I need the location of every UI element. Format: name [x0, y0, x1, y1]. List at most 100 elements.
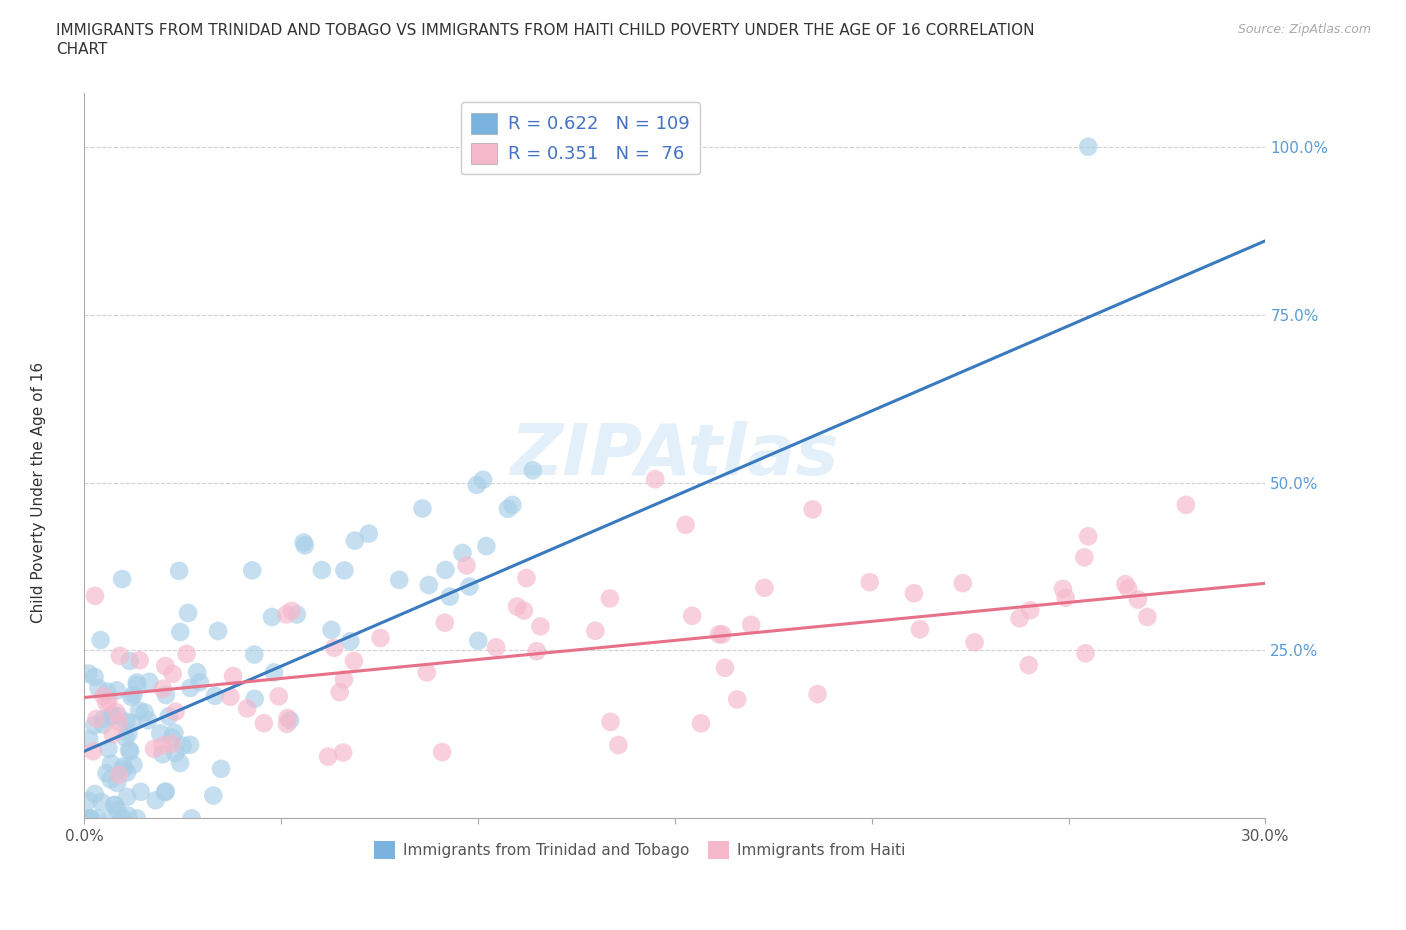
Point	[434, 563, 457, 578]
Point	[952, 576, 974, 591]
Point	[90, 794, 112, 809]
Point	[807, 686, 830, 701]
Point	[118, 654, 141, 669]
Point	[105, 705, 128, 720]
Point	[456, 558, 478, 573]
Point	[80, 811, 103, 826]
Point	[82, 744, 104, 759]
Point	[1077, 529, 1099, 544]
Point	[83, 718, 105, 733]
Point	[84, 589, 107, 604]
Point	[128, 653, 150, 668]
Point	[526, 644, 548, 658]
Point	[263, 665, 285, 680]
Point	[96, 696, 118, 711]
Point	[180, 811, 202, 826]
Point	[115, 714, 138, 729]
Point	[1008, 611, 1031, 626]
Point	[157, 709, 180, 724]
Point	[97, 741, 120, 756]
Point	[1126, 592, 1149, 607]
Point	[152, 682, 174, 697]
Point	[859, 575, 882, 590]
Point	[332, 745, 354, 760]
Text: CHART: CHART	[56, 42, 108, 57]
Point	[311, 563, 333, 578]
Point	[77, 732, 100, 747]
Point	[120, 744, 142, 759]
Point	[143, 741, 166, 756]
Point	[343, 654, 366, 669]
Point	[103, 798, 125, 813]
Point	[155, 687, 177, 702]
Point	[125, 678, 148, 693]
Point	[506, 599, 529, 614]
Point	[121, 690, 143, 705]
Point	[112, 759, 135, 774]
Text: Source: ZipAtlas.com: Source: ZipAtlas.com	[1237, 23, 1371, 36]
Point	[219, 689, 242, 704]
Point	[83, 670, 105, 684]
Point	[253, 716, 276, 731]
Point	[96, 765, 118, 780]
Point	[204, 688, 226, 703]
Point	[118, 742, 141, 757]
Point	[1054, 591, 1077, 605]
Point	[475, 538, 498, 553]
Point	[243, 691, 266, 706]
Point	[160, 730, 183, 745]
Point	[903, 586, 925, 601]
Point	[243, 647, 266, 662]
Point	[485, 640, 508, 655]
Point	[125, 811, 148, 826]
Text: IMMIGRANTS FROM TRINIDAD AND TOBAGO VS IMMIGRANTS FROM HAITI CHILD POVERTY UNDER: IMMIGRANTS FROM TRINIDAD AND TOBAGO VS I…	[56, 23, 1035, 38]
Point	[599, 714, 621, 729]
Point	[155, 658, 177, 673]
Point	[707, 627, 730, 642]
Point	[115, 765, 138, 780]
Point	[93, 688, 115, 703]
Point	[522, 463, 544, 478]
Point	[97, 694, 120, 709]
Point	[121, 715, 143, 730]
Point	[114, 730, 136, 745]
Point	[1074, 645, 1097, 660]
Point	[77, 811, 100, 826]
Point	[418, 578, 440, 592]
Point	[162, 667, 184, 682]
Point	[96, 684, 118, 699]
Point	[294, 538, 316, 552]
Point	[98, 811, 121, 826]
Point	[908, 622, 931, 637]
Point	[108, 767, 131, 782]
Point	[370, 631, 392, 645]
Point	[277, 711, 299, 725]
Point	[472, 472, 495, 487]
Point	[333, 672, 356, 687]
Point	[155, 784, 177, 799]
Point	[111, 572, 134, 587]
Point	[93, 711, 115, 726]
Point	[149, 726, 172, 741]
Point	[513, 604, 536, 618]
Point	[105, 803, 128, 817]
Point	[128, 703, 150, 718]
Point	[754, 580, 776, 595]
Point	[644, 472, 666, 486]
Point	[104, 798, 127, 813]
Point	[276, 607, 298, 622]
Point	[179, 681, 201, 696]
Point	[145, 793, 167, 808]
Point	[801, 502, 824, 517]
Point	[1018, 658, 1040, 672]
Point	[136, 713, 159, 728]
Point	[339, 634, 361, 649]
Point	[599, 591, 621, 605]
Text: ZIPAtlas: ZIPAtlas	[510, 421, 839, 490]
Point	[333, 563, 356, 578]
Point	[260, 609, 283, 624]
Point	[105, 683, 128, 698]
Legend: Immigrants from Trinidad and Tobago, Immigrants from Haiti: Immigrants from Trinidad and Tobago, Imm…	[368, 835, 911, 865]
Point	[1077, 140, 1099, 154]
Point	[100, 709, 122, 724]
